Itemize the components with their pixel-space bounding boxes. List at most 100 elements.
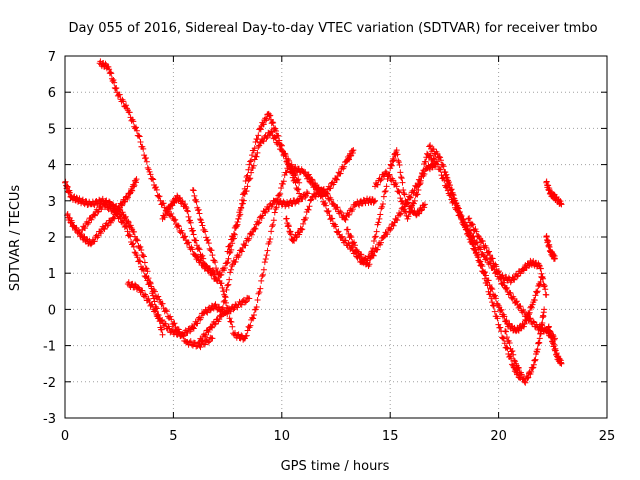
data-point: [375, 219, 382, 226]
data-point: [395, 159, 402, 166]
data-point: [414, 191, 421, 198]
data-point: [324, 191, 331, 198]
data-point: [400, 190, 407, 197]
data-point: [122, 213, 129, 220]
x-tick-label: 10: [274, 429, 291, 444]
data-point: [479, 238, 486, 245]
data-point: [269, 223, 276, 230]
data-point: [286, 157, 293, 164]
data-point: [179, 230, 186, 237]
data-point: [167, 313, 174, 320]
data-point: [107, 204, 114, 211]
data-point: [430, 155, 437, 162]
data-point: [187, 219, 194, 226]
data-point: [64, 183, 71, 190]
data-point: [351, 242, 358, 249]
data-point: [482, 272, 489, 279]
satellite-track-3: [79, 200, 216, 351]
data-point: [234, 304, 241, 311]
data-point: [415, 210, 422, 217]
data-point: [491, 308, 498, 315]
data-point: [255, 143, 262, 150]
data-point: [238, 248, 245, 255]
data-point: [538, 270, 545, 277]
axis-ticks: 0 5 10 15 20 25 -3 -2 -1 0 1 2 3 4 5 6 7: [43, 50, 615, 444]
data-point: [94, 209, 101, 216]
data-point: [506, 339, 513, 346]
data-point: [172, 327, 179, 334]
data-point: [273, 204, 280, 211]
x-tick-label: 5: [169, 429, 177, 444]
data-point: [332, 223, 339, 230]
data-point: [226, 276, 233, 283]
data-point: [539, 319, 546, 326]
data-point: [367, 254, 374, 261]
y-axis-label: SDTVAR / TECUs: [8, 185, 23, 292]
data-point: [202, 331, 209, 338]
data-point: [168, 210, 175, 217]
y-tick-label: 1: [48, 267, 56, 282]
data-point: [199, 252, 206, 259]
data-point: [258, 277, 265, 284]
data-point: [295, 176, 302, 183]
data-point: [473, 228, 480, 235]
data-point: [351, 239, 358, 246]
data-point: [207, 306, 214, 313]
data-point: [175, 328, 182, 335]
data-point: [541, 283, 548, 290]
data-point: [144, 164, 151, 171]
data-point: [127, 233, 134, 240]
data-point: [530, 361, 537, 368]
data-point: [257, 285, 264, 292]
data-point: [558, 201, 565, 208]
data-point: [184, 208, 191, 215]
data-point: [225, 255, 232, 262]
data-point: [123, 223, 130, 230]
data-point: [452, 197, 459, 204]
data-point: [436, 153, 443, 160]
data-point: [116, 213, 123, 220]
data-point: [378, 176, 385, 183]
data-point: [104, 222, 111, 229]
data-point: [378, 205, 385, 212]
data-point: [202, 262, 209, 269]
data-point: [133, 127, 140, 134]
data-point: [521, 308, 528, 315]
data-point: [520, 323, 527, 330]
data-point: [477, 246, 484, 253]
data-point: [205, 339, 212, 346]
data-point: [113, 208, 120, 215]
data-point: [78, 230, 85, 237]
data-point: [488, 284, 495, 291]
data-point: [506, 289, 513, 296]
data-point: [543, 291, 550, 298]
data-point: [533, 289, 540, 296]
data-point: [537, 265, 544, 272]
data-point: [185, 213, 192, 220]
y-tick-label: 6: [48, 86, 56, 101]
data-point: [262, 209, 269, 216]
data-point: [370, 252, 377, 259]
data-point: [238, 205, 245, 212]
data-point: [537, 330, 544, 337]
y-tick-label: 4: [48, 159, 56, 174]
data-point: [227, 242, 234, 249]
data-point: [133, 124, 140, 131]
data-point: [507, 353, 514, 360]
data-point: [151, 298, 158, 305]
data-point: [531, 357, 538, 364]
y-tick-label: -2: [43, 376, 56, 391]
data-point: [155, 293, 162, 300]
data-point: [411, 197, 418, 204]
data-point: [396, 211, 403, 218]
x-tick-label: 20: [490, 429, 507, 444]
data-point: [156, 193, 163, 200]
data-point: [205, 240, 212, 247]
data-point: [116, 91, 123, 98]
data-point: [117, 214, 124, 221]
data-point: [329, 215, 336, 222]
data-point: [346, 156, 353, 163]
data-point: [234, 218, 241, 225]
data-point: [371, 198, 378, 205]
data-point: [300, 220, 307, 227]
